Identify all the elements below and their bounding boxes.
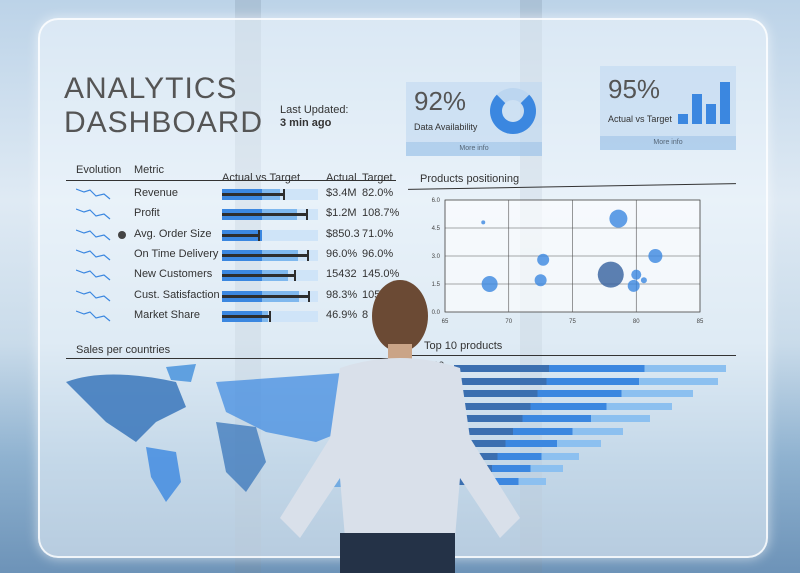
bubble <box>648 249 663 263</box>
person-silhouette <box>280 280 520 573</box>
scatter-title: Products positioning <box>420 173 520 185</box>
sparkline <box>76 229 111 241</box>
actual-value: 96.0% <box>326 247 358 260</box>
selected-dot <box>118 230 126 239</box>
kpi-label: Actual vs Target <box>608 114 672 124</box>
bullet-bar <box>222 270 318 282</box>
product-bar <box>454 377 718 385</box>
column-header: Target <box>362 172 393 184</box>
column-header: Actual vs Target <box>222 172 301 184</box>
target-value: 82.0% <box>362 187 394 199</box>
top10-title: Top 10 products <box>424 340 503 352</box>
target-value: 96.0% <box>362 247 394 260</box>
product-bar <box>454 415 650 422</box>
metric-label: Revenue <box>134 187 179 199</box>
bubble <box>609 209 628 228</box>
last-updated-label: Last Updated: <box>280 104 349 116</box>
actual-value: 98.3% <box>326 288 358 301</box>
metric-label: Cust. Satisfaction <box>134 288 220 301</box>
metric-label: Market Share <box>134 308 201 321</box>
actual-value: $1.2M <box>326 207 357 220</box>
bubble <box>640 277 647 284</box>
more-info-link[interactable]: More info <box>406 142 542 156</box>
divider <box>66 180 396 181</box>
target-value: 8 <box>362 308 369 321</box>
bar-chart-icon <box>678 80 730 124</box>
sparkline <box>76 269 111 281</box>
x-tick: 80 <box>633 319 640 325</box>
product-bar <box>454 365 726 372</box>
bullet-bar <box>222 189 318 200</box>
bubble <box>481 276 498 292</box>
metric-label: Profit <box>134 207 160 220</box>
kpi-card-actual-vs-target: 95% Actual vs Target More info <box>600 66 736 150</box>
bubble <box>627 279 640 292</box>
y-tick: 6.0 <box>432 198 441 204</box>
bullet-bar <box>222 290 318 302</box>
product-bar <box>454 402 672 410</box>
sales-title: Sales per countries <box>76 344 171 356</box>
bubble <box>537 253 550 266</box>
actual-value: 46.9% <box>326 308 358 321</box>
dashboard-title: ANALYTICS DASHBOARD <box>64 72 264 139</box>
kpi-value: 92% <box>414 86 467 116</box>
product-bar <box>454 440 601 447</box>
sparkline <box>76 249 111 261</box>
target-value: 108.7% <box>362 207 400 220</box>
product-bar <box>454 465 563 472</box>
bubble <box>534 274 547 287</box>
kpi-card-data-availability: 92% Data Availability More info <box>406 82 542 156</box>
bullet-bar <box>222 310 318 322</box>
more-info-link[interactable]: More info <box>600 136 736 150</box>
kpi-label: Data Availability <box>414 122 478 132</box>
y-tick: 1.5 <box>432 282 441 288</box>
actual-value: $850.3 <box>326 227 360 240</box>
divider <box>66 358 396 359</box>
column-header: Metric <box>134 164 164 176</box>
metric-label: On Time Delivery <box>134 247 219 260</box>
donut-icon <box>490 88 536 134</box>
sparkline <box>76 188 111 200</box>
scatter-chart: 65 70 75 80 85 0.0 1.5 3.0 4.5 6.0 <box>432 198 704 325</box>
last-updated-value: 3 min ago <box>280 117 332 129</box>
metric-label: Avg. Order Size <box>134 227 212 240</box>
product-bar <box>454 477 547 485</box>
x-tick: 65 <box>442 319 449 325</box>
bullet-bar <box>222 249 318 261</box>
bullet-bar <box>222 229 318 241</box>
sparkline <box>76 208 111 220</box>
x-tick: 85 <box>697 319 704 325</box>
product-bar <box>454 390 694 397</box>
actual-value: $3.4M <box>326 187 357 199</box>
kpi-value: 95% <box>608 74 661 104</box>
target-value: 71.0% <box>362 227 394 240</box>
x-tick: 70 <box>505 319 512 325</box>
column-header: Evolution <box>76 164 122 176</box>
target-value: 105 <box>362 288 381 301</box>
product-bar <box>454 452 580 460</box>
y-tick: 0.0 <box>432 310 441 316</box>
bullet-bar <box>222 209 318 221</box>
actual-value: 15432 <box>326 268 357 281</box>
column-header: Actual <box>326 172 357 184</box>
y-tick: 3.0 <box>432 254 441 260</box>
sparkline <box>76 289 111 301</box>
target-value: 145.0% <box>362 268 400 281</box>
sparkline <box>76 310 111 322</box>
metric-label: New Customers <box>134 268 213 281</box>
y-tick: 4.5 <box>432 226 441 232</box>
divider <box>408 355 736 356</box>
bubble <box>631 269 642 280</box>
x-tick: 75 <box>569 319 576 325</box>
product-bar <box>454 427 623 435</box>
bubble <box>597 261 624 288</box>
bubble <box>481 220 486 225</box>
